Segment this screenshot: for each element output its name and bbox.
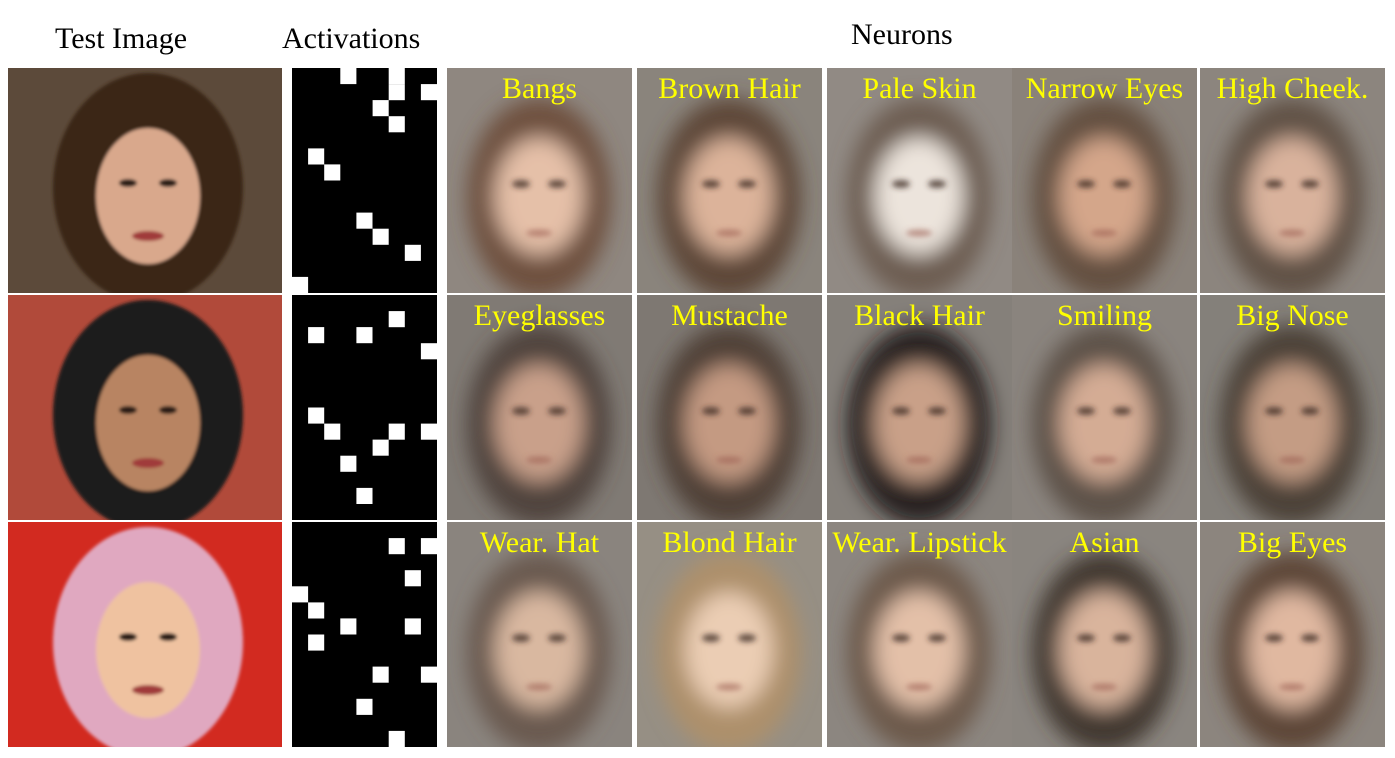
test-image-row-3 — [8, 522, 282, 747]
neuron-big-eyes: Big Eyes — [1200, 522, 1385, 747]
activation-cell — [340, 68, 357, 85]
activation-cell — [356, 698, 373, 715]
activation-cell — [404, 618, 421, 635]
neuron-mustache: Mustache — [637, 295, 822, 520]
activation-cell — [308, 407, 325, 424]
neuron-smiling: Smiling — [1012, 295, 1197, 520]
neuron-label: Eyeglasses — [473, 299, 606, 332]
neuron-label: Big Eyes — [1237, 526, 1348, 559]
neuron-brown-hair: Brown Hair — [637, 68, 822, 293]
neuron-black-hair: Black Hair — [827, 295, 1012, 520]
activation-cell — [420, 343, 437, 360]
activations-grid-row-2 — [292, 295, 437, 520]
activation-cell — [356, 327, 373, 344]
activation-cell — [404, 244, 421, 261]
neurons-header: Neurons — [851, 18, 953, 51]
activation-cell — [404, 570, 421, 587]
neuron-label: Big Nose — [1236, 299, 1349, 332]
activations-header: Activations — [282, 22, 421, 55]
activation-cell — [388, 311, 405, 328]
neuron-pale-skin: Pale Skin — [827, 68, 1012, 293]
activation-cell — [372, 439, 389, 456]
activation-cell — [324, 423, 341, 440]
neuron-label: High Cheek. — [1216, 72, 1369, 105]
neuron-label: Pale Skin — [862, 72, 977, 105]
test-image-row-1 — [8, 68, 282, 293]
activation-cell — [292, 586, 309, 603]
activation-cell — [356, 487, 373, 504]
activation-cell — [308, 148, 325, 165]
activation-cell — [388, 538, 405, 555]
neuron-big-nose: Big Nose — [1200, 295, 1385, 520]
neuron-narrow-eyes: Narrow Eyes — [1012, 68, 1197, 293]
neuron-label: Wear. Hat — [479, 526, 600, 559]
test-image-row-2 — [8, 295, 282, 520]
neuron-label: Asian — [1069, 526, 1140, 559]
neuron-label: Blond Hair — [662, 526, 797, 559]
test-image-header: Test Image — [55, 22, 188, 55]
neuron-label: Black Hair — [854, 299, 985, 332]
activation-cell — [388, 730, 405, 747]
activations-grid-row-1 — [292, 68, 437, 293]
neuron-bangs: Bangs — [447, 68, 632, 293]
activation-cell — [308, 327, 325, 344]
activation-cell — [388, 84, 405, 101]
neuron-label: Brown Hair — [658, 72, 801, 105]
activation-cell — [420, 423, 437, 440]
neuron-eyeglasses: Eyeglasses — [447, 295, 632, 520]
activation-cell — [340, 618, 357, 635]
activation-cell — [420, 538, 437, 555]
activation-cell — [340, 455, 357, 472]
neuron-label: Wear. Lipstick — [832, 526, 1007, 559]
neuron-asian: Asian — [1012, 522, 1197, 747]
activation-cell — [324, 164, 341, 181]
activation-cell — [420, 666, 437, 683]
activation-cell — [388, 423, 405, 440]
neuron-label: Mustache — [671, 299, 788, 332]
activation-cell — [372, 228, 389, 245]
neuron-wear-lipstick: Wear. Lipstick — [827, 522, 1012, 747]
neuron-label: Smiling — [1056, 299, 1153, 332]
neuron-high-cheek: High Cheek. — [1200, 68, 1385, 293]
activation-cell — [372, 100, 389, 117]
activation-cell — [388, 68, 405, 85]
activation-cell — [356, 212, 373, 229]
activation-cell — [388, 116, 405, 133]
neuron-label: Narrow Eyes — [1025, 72, 1184, 105]
activation-cell — [308, 634, 325, 651]
activation-cell — [420, 84, 437, 101]
activation-cell — [292, 276, 309, 293]
neuron-blond-hair: Blond Hair — [637, 522, 822, 747]
activation-cell — [372, 666, 389, 683]
neuron-label: Bangs — [502, 72, 577, 105]
activations-grid-row-3 — [292, 522, 437, 747]
activation-cell — [308, 602, 325, 619]
neuron-wear-hat: Wear. Hat — [447, 522, 632, 747]
